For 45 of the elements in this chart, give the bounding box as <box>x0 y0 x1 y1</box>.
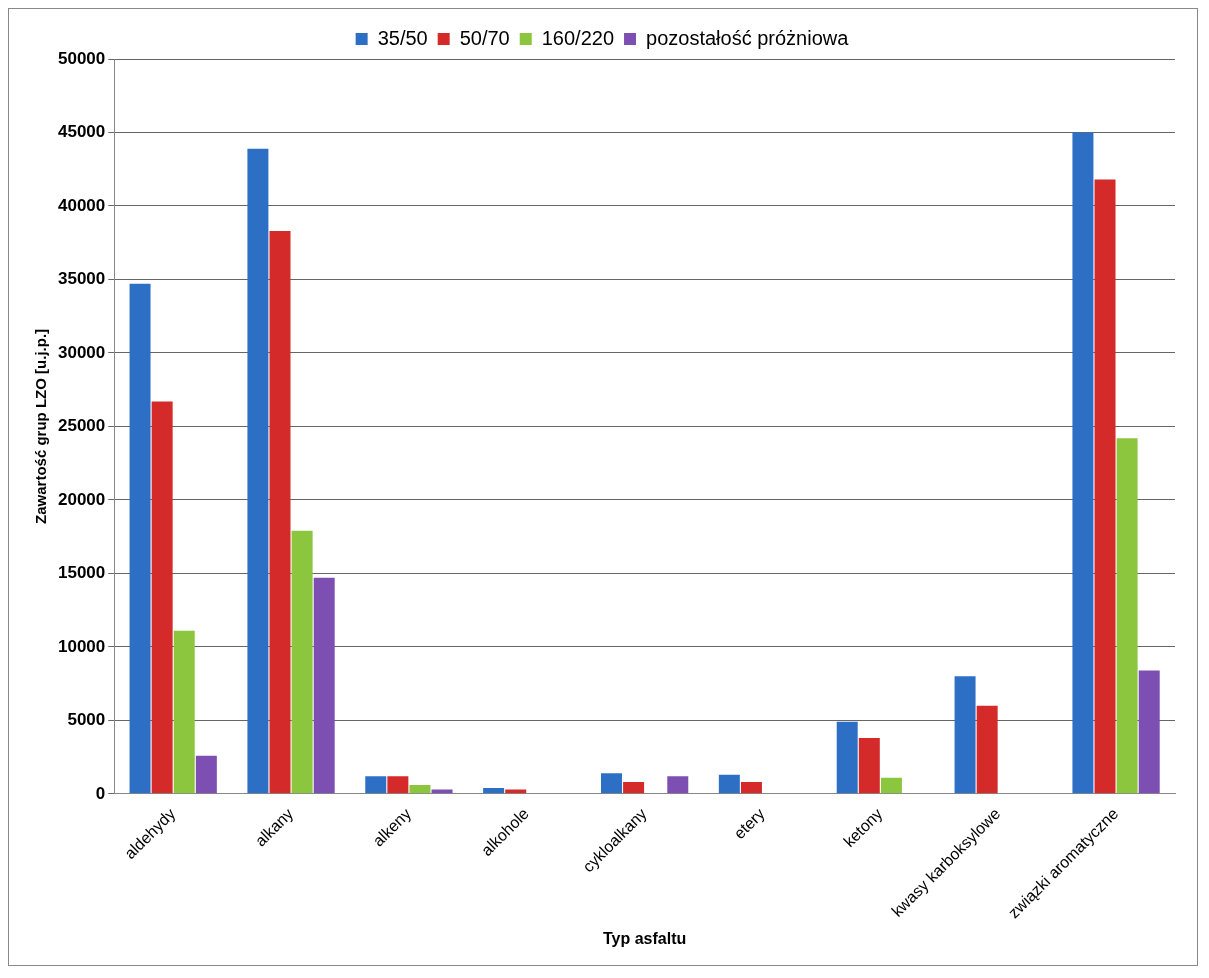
y-tick-label: 30000 <box>57 342 106 362</box>
bar <box>247 148 269 794</box>
y-tick-label: 15000 <box>57 563 106 583</box>
bar <box>740 782 762 794</box>
bar <box>858 738 880 794</box>
y-tick-label: 40000 <box>57 195 106 215</box>
bar <box>600 773 622 794</box>
y-tick-label: 20000 <box>57 489 106 509</box>
bar <box>1116 438 1138 794</box>
bar <box>1138 670 1160 794</box>
bar <box>365 776 387 794</box>
bar <box>387 776 409 794</box>
y-tick-label: 25000 <box>57 416 106 436</box>
bar <box>1094 179 1116 794</box>
y-tick-label: 0 <box>95 783 106 803</box>
bar <box>151 401 173 794</box>
bar <box>718 774 740 794</box>
y-tick-label: 10000 <box>57 636 106 656</box>
legend-label: pozostałość próżniowa <box>646 26 850 49</box>
bar <box>173 630 195 794</box>
legend-label: 160/220 <box>541 26 615 49</box>
bar <box>954 676 976 794</box>
y-tick-label: 45000 <box>57 122 106 142</box>
y-tick-label: 35000 <box>57 269 106 289</box>
bar <box>313 577 335 794</box>
x-axis-title: Typ asfaltu <box>603 929 687 947</box>
bar <box>976 705 998 794</box>
bar <box>269 230 291 794</box>
bar <box>1072 132 1094 794</box>
bar <box>129 283 151 794</box>
bar <box>623 782 645 794</box>
bar <box>667 776 689 794</box>
bar <box>483 787 505 794</box>
bar <box>505 789 527 794</box>
bar <box>409 785 431 794</box>
y-tick-label: 5000 <box>67 710 106 730</box>
bar <box>880 777 902 794</box>
bar <box>291 530 313 794</box>
bar <box>195 755 217 794</box>
bar <box>836 721 858 794</box>
y-axis-title: Zawartość grup LZO [u.j.p.] <box>32 328 50 524</box>
legend-label: 50/70 <box>459 26 510 49</box>
y-tick-label: 50000 <box>57 48 106 68</box>
legend-label: 35/50 <box>377 26 428 49</box>
bar <box>431 789 453 794</box>
